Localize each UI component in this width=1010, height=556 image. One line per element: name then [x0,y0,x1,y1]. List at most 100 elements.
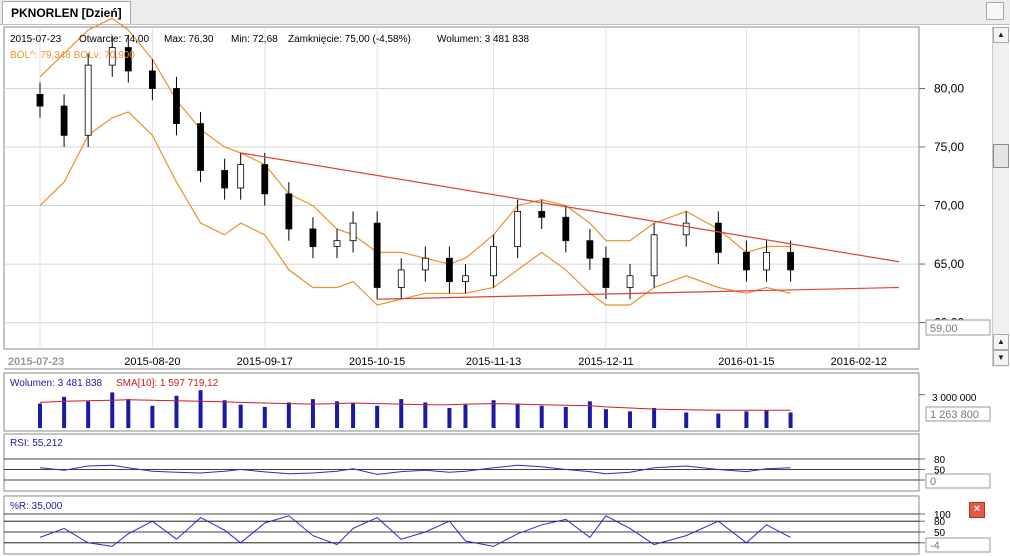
date-tick-label: 2015-10-15 [349,356,405,368]
rsi-panel-frame [3,433,920,492]
scroll-thumb[interactable] [993,144,1009,168]
price-tick-label: 75,00 [934,140,964,154]
candle-body [682,222,690,236]
price-tick-label: 80,00 [934,82,964,96]
candle-body [787,251,794,271]
candle-body [148,70,156,89]
candle-body [586,240,594,259]
volume-bar [399,399,404,428]
scroll-down-button-2[interactable]: ▼ [993,350,1009,366]
trendlines [240,152,900,300]
candle-body [602,257,610,288]
volume-bar [652,408,657,428]
volume-bar [788,412,793,428]
volume-bar [86,401,91,428]
volume-bar [286,402,291,428]
williams-line [39,515,791,547]
candle-body [108,47,116,66]
info-max: Max: 76,30 [164,34,214,45]
current-price-value: 59,00 [930,323,958,335]
candle-body [261,164,269,195]
candle-body [462,275,469,283]
williams-value-box [925,537,991,553]
volume-sma-label: SMA[10]: 1 597 719,12 [116,378,219,389]
tab-bar: PKNORLEN [Dzień] [0,0,1010,25]
volume-bar [238,404,243,428]
price-tick-label: 65,00 [934,257,964,271]
candlestick-series [36,35,794,300]
candle-body [626,275,634,288]
candle-body [650,234,658,277]
scroll-up-button[interactable]: ▲ [993,27,1009,43]
volume-bar [222,400,227,428]
candle-body [333,240,341,247]
volume-bar [62,396,67,428]
candle-body [60,105,68,136]
volume-value-box [925,406,991,422]
volume-bar [126,399,131,428]
williams-tick-label: 50 [934,528,946,539]
volume-value: 1 263 800 [930,409,979,421]
williams-panel-frame [3,495,920,555]
volume-panel-frame [3,372,920,432]
volume-bar [491,400,496,428]
candle-body [373,222,381,288]
volume-label: Wolumen: 3 481 838 [10,378,103,389]
volume-bar [335,401,340,428]
candle-body [84,64,92,136]
price-tick-label: 70,00 [934,199,964,213]
window-restore-button[interactable] [986,2,1004,20]
bollinger-label: BOL^: 79,348 BOLv: 70,900 [10,50,135,61]
candle-body [36,93,44,107]
volume-bar [764,410,769,428]
date-tick-label: 2016-01-15 [718,356,774,368]
candle-body [173,88,180,125]
tab-pknorlen[interactable]: PKNORLEN [Dzień] [2,1,131,24]
date-tick-label: 2015-08-20 [124,356,180,368]
volume-bar [174,395,179,428]
candle-body [197,123,204,171]
candle-body [285,193,293,230]
scroll-down-button[interactable]: ▲ [993,334,1009,350]
date-tick-label: 2015-12-11 [578,356,633,368]
candle-body [124,47,132,72]
volume-sma-line [39,399,791,411]
volume-bar [150,405,155,428]
volume-bar [716,413,721,428]
info-min: Min: 72,68 [231,34,278,45]
volume-bar [447,408,452,428]
williams-label: %R: 35,000 [10,501,63,512]
candle-body [237,164,245,189]
volume-bar [684,412,689,428]
volume-bar [351,403,356,428]
price-scrollbar[interactable]: ▲ ▲ ▼ [992,27,1009,367]
volume-bar [463,404,468,428]
close-panel-button[interactable]: × [969,502,985,518]
volume-bar [744,411,749,428]
rsi-value-box [925,473,991,489]
grid-lines [4,27,919,349]
candle-body [714,222,722,253]
volume-bar [563,406,568,428]
date-axis-band [4,352,990,370]
williams-tick-label: 100 [934,510,951,521]
candle-body [446,257,453,283]
volume-bar [539,405,544,428]
volume-bar [38,403,42,428]
date-tick-label: 2015-07-23 [8,356,64,368]
candle-body [349,222,357,242]
williams-value: -4 [930,540,940,552]
volume-bars [38,390,925,428]
rsi-value: 0 [930,476,936,488]
volume-bar [603,409,608,428]
volume-bar [110,392,115,428]
volume-axis-label: 3 000 000 [932,393,977,404]
volume-bar [587,401,592,428]
candle-body [397,269,405,288]
info-open: Otwarcie: 74,00 [79,34,149,45]
info-date: 2015-07-23 [10,34,62,45]
candle-body [490,246,497,277]
